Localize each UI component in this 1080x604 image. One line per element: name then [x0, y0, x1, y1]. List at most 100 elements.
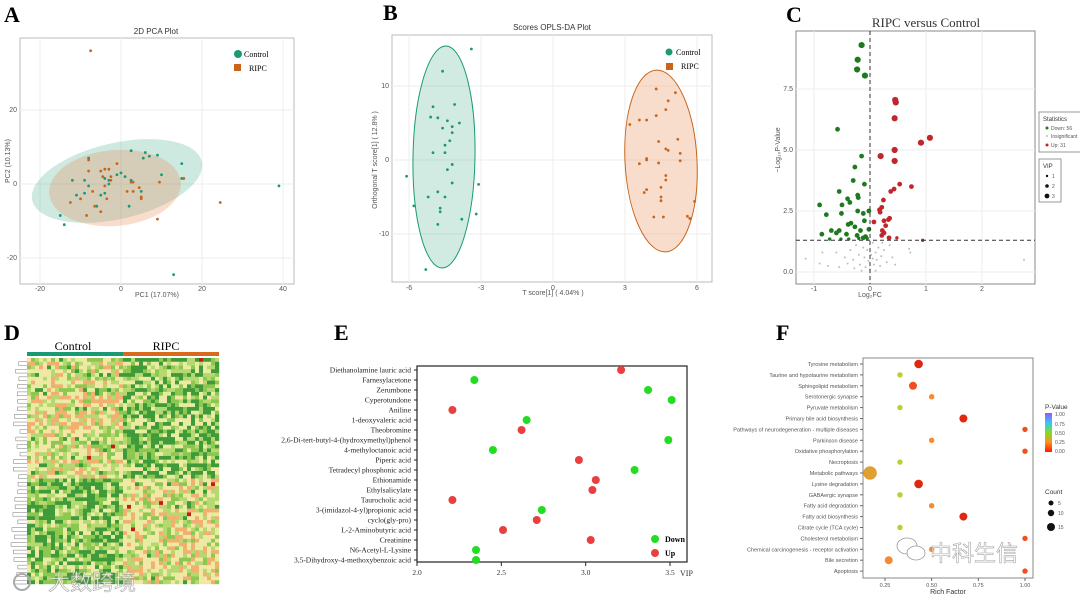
heatmap-cell — [35, 576, 40, 581]
heatmap-cell — [203, 369, 208, 374]
heatmap-cell — [211, 399, 216, 404]
heatmap-cell — [71, 542, 76, 547]
heatmap-cell — [155, 493, 160, 498]
heatmap-cell — [27, 403, 32, 408]
heatmap-cell — [187, 373, 192, 378]
heatmap-cell — [43, 550, 48, 555]
heatmap-cell — [147, 425, 152, 430]
heatmap-cell — [191, 376, 196, 381]
volcano-point-insignificant — [909, 251, 912, 254]
heatmap-cell — [127, 444, 132, 449]
vip-point-up — [591, 476, 600, 484]
pathway-label: Fatty acid degradation — [804, 504, 858, 510]
heatmap-cell — [51, 380, 56, 385]
heatmap-cell — [135, 361, 140, 366]
heatmap-cell — [195, 440, 200, 445]
legend-down-label: Down: 56 — [1051, 126, 1072, 132]
heatmap-cell — [119, 399, 124, 404]
heatmap-cell — [143, 414, 148, 419]
heatmap-cell — [127, 471, 132, 475]
heatmap-cell — [47, 380, 52, 385]
heatmap-cell — [31, 388, 36, 393]
heatmap-cell — [91, 550, 96, 555]
volcano-point-insignificant — [863, 256, 866, 259]
heatmap-cell — [63, 572, 68, 577]
heatmap-cell — [43, 565, 48, 570]
heatmap-cell — [147, 388, 152, 393]
heatmap-cell — [67, 448, 72, 453]
heatmap-cell — [171, 440, 176, 445]
heatmap-cell — [91, 561, 96, 566]
heatmap-cell — [107, 493, 112, 498]
heatmap-cell — [43, 384, 48, 389]
heatmap-cell — [191, 440, 196, 445]
heatmap-cell — [87, 508, 92, 513]
heatmap-cell — [107, 410, 112, 415]
heatmap-cell — [87, 565, 92, 570]
heatmap-cell — [195, 471, 200, 475]
heatmap-cell — [163, 504, 168, 509]
heatmap-cell — [111, 580, 116, 585]
heatmap-cell — [131, 358, 136, 362]
heatmap-cell — [111, 391, 116, 396]
heatmap-cell — [159, 365, 164, 370]
heatmap-cell — [59, 459, 64, 464]
heatmap-cell — [115, 455, 120, 460]
heatmap-cell — [183, 410, 188, 415]
heatmap-cell — [71, 403, 76, 408]
heatmap-cell — [191, 399, 196, 404]
heatmap-cell — [155, 508, 160, 513]
heatmap-cell — [171, 497, 176, 502]
heatmap-cell — [91, 437, 96, 442]
heatmap-cell — [131, 504, 136, 509]
oplsda-point-ripc — [654, 114, 658, 117]
heatmap-cell — [71, 425, 76, 430]
heatmap-cell — [79, 568, 84, 573]
heatmap-cell — [143, 358, 148, 362]
heatmap-cell — [215, 452, 220, 457]
heatmap-cell — [139, 463, 144, 468]
heatmap-cell — [175, 399, 180, 404]
heatmap-cell — [119, 429, 124, 434]
heatmap-cell — [87, 568, 92, 573]
heatmap-cell — [143, 418, 148, 423]
y-tick-label: 0 — [385, 157, 389, 164]
heatmap-cell — [123, 437, 128, 442]
heatmap-cell — [87, 497, 92, 502]
heatmap-cell — [167, 406, 172, 411]
heatmap-cell — [119, 553, 124, 558]
heatmap-cell — [187, 538, 192, 543]
heatmap-cell — [167, 542, 172, 547]
heatmap-cell — [143, 361, 148, 366]
heatmap-cell — [83, 489, 88, 494]
oplsda-point-ripc — [638, 118, 641, 122]
oplsda-point-ripc — [664, 174, 668, 177]
heatmap-cell — [187, 406, 192, 411]
volcano-point-down — [854, 233, 860, 238]
heatmap-cell — [187, 471, 192, 475]
heatmap-cell — [191, 486, 196, 491]
x-tick-label: 0.25 — [880, 583, 891, 589]
heatmap-cell — [187, 580, 192, 585]
heatmap-cell — [195, 388, 200, 393]
heatmap-cell — [135, 463, 140, 468]
heatmap-cell — [123, 561, 128, 566]
heatmap-cell — [175, 380, 180, 385]
heatmap-cell — [199, 403, 204, 408]
metabolite-label: L-2-Aminobutyric acid — [341, 526, 411, 535]
heatmap-cell — [203, 358, 208, 362]
heatmap-cell — [159, 444, 164, 449]
heatmap-cell — [155, 504, 160, 509]
heatmap-cell — [47, 440, 52, 445]
heatmap-cell — [99, 433, 104, 438]
heatmap-cell — [123, 489, 128, 494]
heatmap-cell — [107, 440, 112, 445]
heatmap-cell — [43, 576, 48, 581]
heatmap-cell — [139, 373, 144, 378]
heatmap-cell — [131, 519, 136, 524]
pca-point-ripc — [131, 180, 135, 184]
heatmap-cell — [103, 444, 108, 449]
heatmap-cell — [131, 471, 136, 475]
heatmap-cell — [59, 531, 64, 536]
heatmap-cell — [151, 546, 156, 551]
